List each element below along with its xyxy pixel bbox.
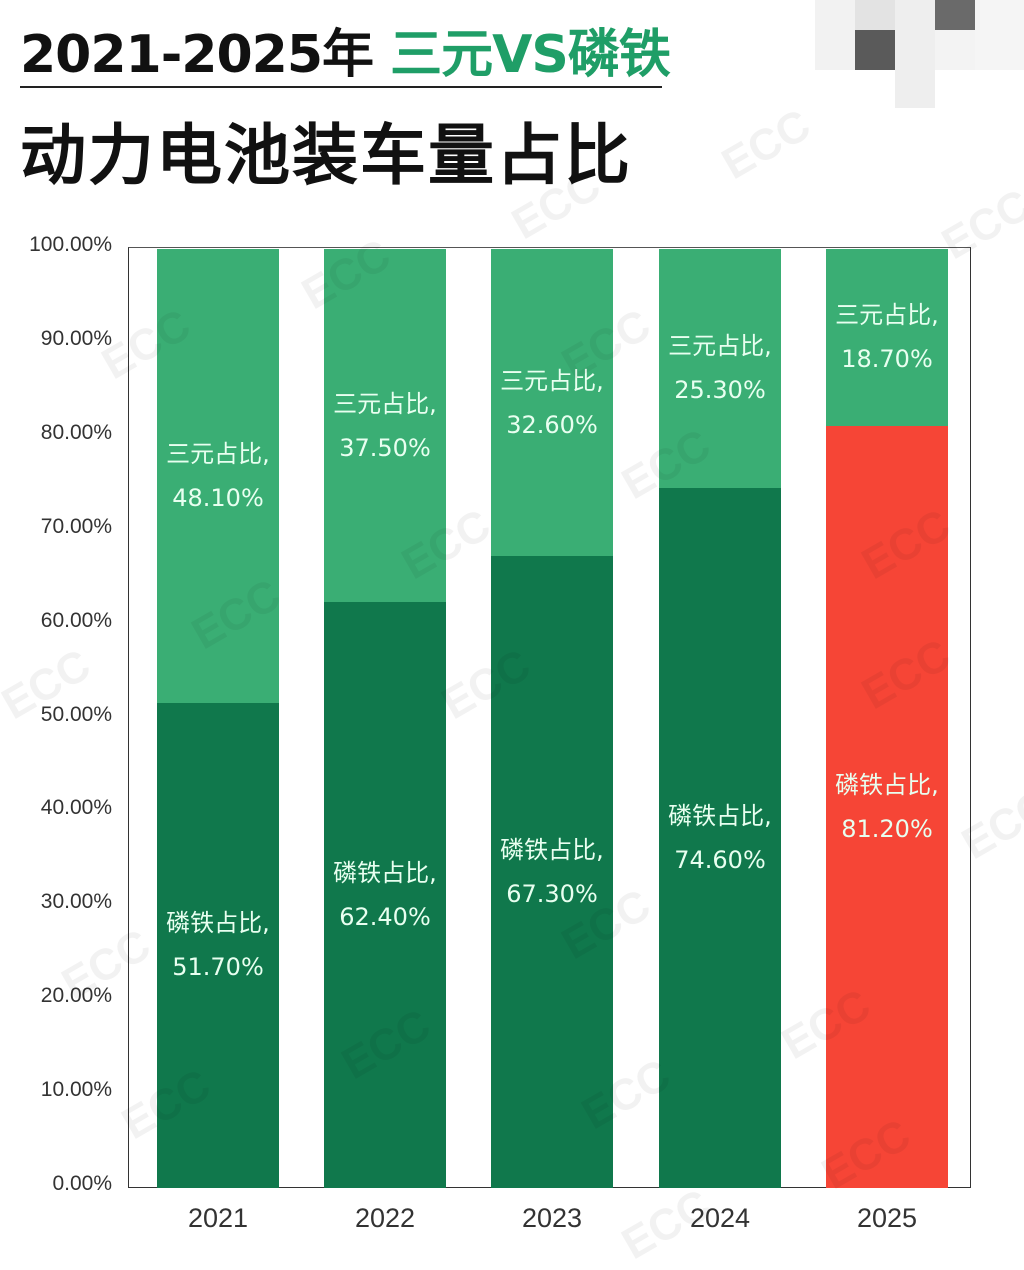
stacked-bar-2022: 三元占比, 37.50% 磷铁占比, 62.40% xyxy=(324,249,446,1188)
ncm-label: 三元占比, xyxy=(166,439,270,468)
stacked-bar-2021: 三元占比, 48.10% 磷铁占比, 51.70% xyxy=(157,249,279,1188)
lfp-label: 磷铁占比, xyxy=(668,801,772,830)
ncm-value: 48.10% xyxy=(172,483,264,512)
watermark-text: ECC xyxy=(713,100,819,190)
x-tick-label: 2025 xyxy=(856,1203,918,1233)
ncm-value: 37.50% xyxy=(339,433,431,462)
stacked-bar-2024: 三元占比, 25.30% 磷铁占比, 74.60% xyxy=(659,249,781,1188)
y-tick-label: 70.00% xyxy=(40,514,112,538)
y-tick-label: 0.00% xyxy=(52,1172,112,1195)
chart-title-line1: 2021-2025年 三元VS磷铁 xyxy=(20,12,671,87)
title-years: 2021-2025年 xyxy=(20,25,391,85)
y-tick-label: 30.00% xyxy=(40,890,112,914)
y-tick-label: 80.00% xyxy=(40,420,112,444)
ncm-label: 三元占比, xyxy=(333,389,437,418)
y-tick-label: 60.00% xyxy=(40,608,112,632)
lfp-value: 62.40% xyxy=(339,903,431,932)
x-tick-label: 2024 xyxy=(689,1203,751,1233)
ncm-segment: 三元占比, 18.70% xyxy=(826,249,948,426)
ncm-label: 三元占比, xyxy=(835,301,939,330)
ncm-segment: 三元占比, 48.10% xyxy=(157,249,279,703)
y-tick-label: 40.00% xyxy=(40,796,112,820)
lfp-value: 74.60% xyxy=(674,845,766,874)
lfp-value: 81.20% xyxy=(841,814,933,843)
title-accent: 三元VS磷铁 xyxy=(390,25,671,85)
lfp-label: 磷铁占比, xyxy=(835,770,939,799)
ncm-value: 18.70% xyxy=(841,345,933,374)
y-tick-label: 20.00% xyxy=(40,984,112,1008)
stacked-bar-2023: 三元占比, 32.60% 磷铁占比, 67.30% xyxy=(491,249,613,1188)
y-tick-label: 90.00% xyxy=(40,326,112,350)
y-tick-label: 100.00% xyxy=(29,233,112,256)
ncm-segment: 三元占比, 32.60% xyxy=(491,249,613,557)
lfp-label: 磷铁占比, xyxy=(166,909,270,938)
lfp-segment: 磷铁占比, 51.70% xyxy=(157,702,279,1188)
ncm-value: 25.30% xyxy=(674,376,766,405)
chart-title-line2: 动力电池装车量占比 xyxy=(20,117,632,194)
lfp-segment: 磷铁占比, 62.40% xyxy=(324,602,446,1188)
y-tick-label: 10.00% xyxy=(40,1078,112,1102)
ncm-label: 三元占比, xyxy=(500,366,604,395)
lfp-label: 磷铁占比, xyxy=(333,859,437,888)
x-tick-label: 2022 xyxy=(354,1203,416,1233)
lfp-segment: 磷铁占比, 74.60% xyxy=(659,487,781,1188)
ncm-segment: 三元占比, 37.50% xyxy=(324,249,446,603)
lfp-segment: 磷铁占比, 67.30% xyxy=(491,556,613,1188)
lfp-label: 磷铁占比, xyxy=(500,836,604,865)
ncm-segment: 三元占比, 25.30% xyxy=(659,249,781,488)
stacked-bar-2025: 三元占比, 18.70% 磷铁占比, 81.20% xyxy=(826,249,948,1188)
ncm-value: 32.60% xyxy=(506,410,598,439)
title-divider xyxy=(20,86,662,88)
ncm-label: 三元占比, xyxy=(668,332,772,361)
lfp-value: 51.70% xyxy=(172,953,264,982)
x-tick-label: 2023 xyxy=(521,1203,583,1233)
y-tick-label: 50.00% xyxy=(40,702,112,726)
pixelated-logo xyxy=(815,0,1024,108)
lfp-value: 67.30% xyxy=(506,880,598,909)
lfp-segment: 磷铁占比, 81.20% xyxy=(826,425,948,1188)
x-tick-label: 2021 xyxy=(187,1203,249,1233)
